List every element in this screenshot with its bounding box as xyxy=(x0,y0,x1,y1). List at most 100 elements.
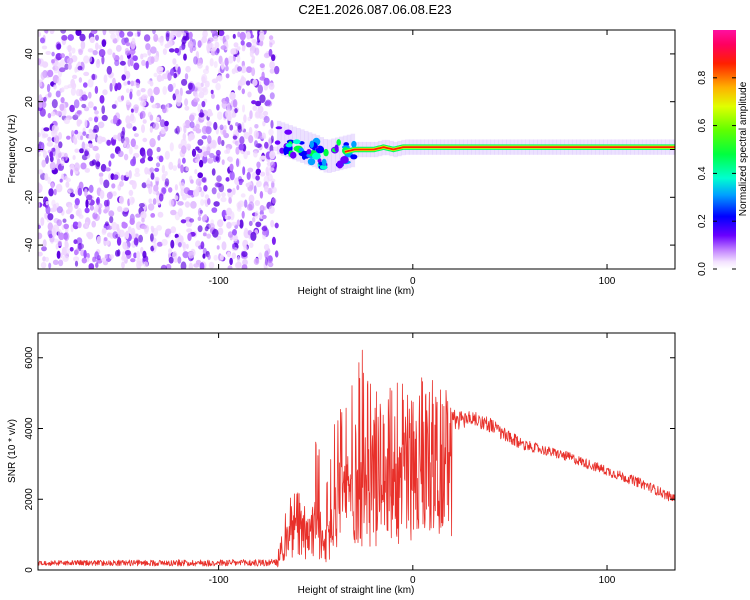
noise-speckle xyxy=(209,152,215,159)
noise-speckle xyxy=(64,63,69,70)
noise-speckle xyxy=(232,234,238,242)
noise-speckle xyxy=(249,110,253,120)
noise-speckle xyxy=(77,243,84,250)
noise-speckle xyxy=(81,257,88,264)
signal-blob xyxy=(306,149,312,155)
noise-speckle xyxy=(185,90,192,95)
noise-speckle xyxy=(274,250,279,258)
noise-speckle xyxy=(193,263,200,268)
noise-speckle xyxy=(84,150,89,157)
noise-speckle xyxy=(145,43,151,51)
noise-speckle xyxy=(189,114,195,122)
noise-speckle xyxy=(246,171,251,180)
noise-speckle xyxy=(84,207,90,214)
colorbar-label: Normalized spectral amplitude xyxy=(738,81,749,216)
noise-speckle xyxy=(77,187,83,196)
noise-speckle xyxy=(83,82,88,88)
noise-speckle xyxy=(271,197,277,204)
noise-speckle xyxy=(69,104,75,113)
noise-speckle xyxy=(119,30,125,38)
noise-speckle xyxy=(221,139,225,147)
noise-speckle xyxy=(104,221,109,227)
noise-speckle xyxy=(248,135,254,144)
noise-speckle xyxy=(53,188,57,196)
noise-speckle xyxy=(176,93,182,103)
noise-speckle xyxy=(114,59,120,67)
noise-speckle xyxy=(200,190,205,198)
signal-blob xyxy=(334,144,339,152)
noise-speckle xyxy=(232,33,236,39)
noise-speckle xyxy=(127,58,132,67)
noise-speckle xyxy=(252,105,258,112)
noise-speckle xyxy=(197,63,203,69)
signal-blob xyxy=(284,129,293,135)
noise-speckle xyxy=(104,254,108,260)
noise-speckle xyxy=(108,30,116,34)
noise-speckle xyxy=(204,80,210,88)
noise-speckle xyxy=(73,221,79,226)
noise-speckle xyxy=(63,85,69,90)
noise-speckle xyxy=(112,77,116,87)
noise-speckle xyxy=(203,185,208,192)
noise-speckle xyxy=(89,205,94,211)
noise-speckle xyxy=(153,86,160,96)
noise-speckle xyxy=(227,188,232,193)
noise-speckle xyxy=(94,110,99,115)
noise-speckle xyxy=(60,158,65,167)
noise-speckle xyxy=(95,42,99,51)
noise-speckle xyxy=(235,122,239,127)
noise-speckle xyxy=(89,160,95,167)
noise-speckle xyxy=(59,178,63,183)
noise-speckle xyxy=(87,101,94,109)
noise-speckle xyxy=(64,175,69,181)
noise-speckle xyxy=(264,185,269,193)
noise-speckle xyxy=(270,119,274,129)
noise-speckle xyxy=(222,129,227,136)
noise-speckle xyxy=(118,195,125,205)
noise-speckle xyxy=(226,147,231,154)
noise-speckle xyxy=(121,261,125,269)
noise-speckle xyxy=(87,78,94,88)
noise-speckle xyxy=(226,221,232,229)
noise-speckle xyxy=(128,146,133,155)
noise-speckle xyxy=(229,124,234,131)
noise-speckle xyxy=(65,181,70,188)
noise-speckle xyxy=(190,201,197,209)
noise-speckle xyxy=(109,82,113,92)
noise-speckle xyxy=(215,149,221,156)
noise-speckle xyxy=(160,38,164,46)
noise-speckle xyxy=(211,168,216,176)
signal-blob xyxy=(274,140,281,145)
noise-speckle xyxy=(83,55,90,64)
noise-speckle xyxy=(232,229,237,236)
noise-speckle xyxy=(141,225,148,230)
noise-speckle xyxy=(243,114,247,123)
noise-speckle xyxy=(47,222,53,231)
noise-speckle xyxy=(147,88,153,97)
noise-speckle xyxy=(141,217,145,223)
noise-speckle xyxy=(107,48,113,56)
noise-speckle xyxy=(269,92,275,100)
noise-speckle xyxy=(60,97,65,104)
noise-speckle xyxy=(185,166,189,172)
noise-speckle xyxy=(111,221,118,231)
noise-speckle xyxy=(232,187,236,195)
noise-speckle xyxy=(85,221,89,228)
noise-speckle xyxy=(164,178,170,187)
noise-speckle xyxy=(150,233,154,242)
noise-speckle xyxy=(91,30,98,35)
noise-speckle xyxy=(160,119,166,128)
noise-speckle xyxy=(228,156,234,163)
noise-speckle xyxy=(101,114,108,122)
noise-speckle xyxy=(219,124,224,131)
y-tick-label: 20 xyxy=(24,96,35,108)
noise-speckle xyxy=(142,250,147,259)
noise-speckle xyxy=(216,235,222,241)
noise-speckle xyxy=(241,251,248,258)
noise-speckle xyxy=(225,73,230,79)
noise-speckle xyxy=(127,80,131,85)
noise-speckle xyxy=(130,227,136,237)
noise-speckle xyxy=(181,78,188,86)
noise-speckle xyxy=(150,172,155,180)
noise-speckle xyxy=(77,221,82,229)
